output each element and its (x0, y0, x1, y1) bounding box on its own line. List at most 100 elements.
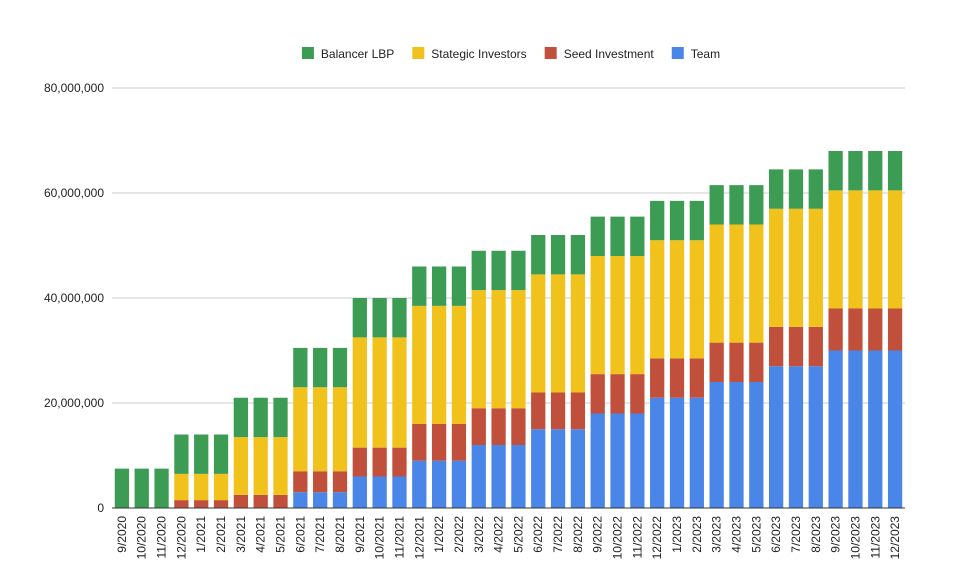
bar-segment-stategic-investors (669, 240, 685, 359)
bar-segment-team (313, 492, 328, 508)
bar-segment-balancer-lbp (630, 216, 645, 256)
bar-segment-balancer-lbp (253, 397, 268, 438)
bar-segment-stategic-investors (630, 256, 645, 375)
bar-segment-stategic-investors (451, 305, 467, 424)
x-tick-label: 8/2023 (809, 516, 823, 553)
bar-segment-balancer-lbp (352, 298, 367, 338)
bar-segment-seed-investment (511, 408, 526, 445)
legend-label: Balancer LBP (321, 47, 394, 61)
bar-segment-seed-investment (828, 308, 843, 351)
x-tick-label: 4/2021 (254, 516, 268, 553)
bar-segment-seed-investment (451, 424, 467, 461)
bar-segment-stategic-investors (729, 224, 744, 343)
bar-segment-stategic-investors (313, 387, 328, 472)
bar-segment-seed-investment (253, 494, 268, 508)
bar-segment-team (610, 413, 625, 508)
bar-segment-team (769, 366, 784, 508)
bar-segment-balancer-lbp (372, 298, 387, 338)
bar-segment-team (352, 476, 367, 508)
bar-segment-seed-investment (570, 392, 586, 430)
x-tick-label: 1/2023 (670, 516, 684, 553)
bar-segment-stategic-investors (412, 305, 427, 424)
bar-segment-stategic-investors (590, 256, 605, 375)
bar-segment-seed-investment (808, 326, 823, 367)
bar-segment-balancer-lbp (669, 200, 685, 241)
x-tick-label: 11/2020 (155, 516, 169, 559)
bar-segment-balancer-lbp (194, 434, 209, 474)
bar-segment-balancer-lbp (531, 235, 546, 275)
x-tick-label: 1/2021 (194, 516, 208, 553)
bar-segment-seed-investment (412, 424, 427, 461)
x-tick-label: 2/2022 (452, 516, 466, 553)
bar-segment-stategic-investors (213, 473, 229, 501)
legend: Balancer LBP Stategic Investors Seed Inves… (301, 47, 720, 61)
x-tick-label: 11/2023 (868, 516, 882, 559)
bar-segment-seed-investment (788, 326, 804, 367)
bar-segment-team (689, 397, 704, 508)
bar-segment-seed-investment (332, 471, 348, 493)
bar-segment-balancer-lbp (471, 250, 486, 291)
y-tick-label: 20,000,000 (44, 396, 104, 410)
bar-segment-balancer-lbp (769, 169, 784, 209)
x-tick-label: 7/2022 (551, 516, 565, 553)
bar-segment-seed-investment (531, 392, 546, 430)
bar-segment-seed-investment (471, 408, 486, 445)
x-tick-label: 5/2021 (274, 516, 288, 553)
bar-segment-stategic-investors (828, 190, 843, 309)
bar-segment-stategic-investors (531, 274, 546, 393)
bar-segment-balancer-lbp (431, 266, 447, 306)
bar-segment-balancer-lbp (412, 266, 427, 306)
bar-segment-balancer-lbp (868, 151, 883, 191)
bar-segment-team (511, 445, 526, 508)
bar-segment-stategic-investors (233, 437, 248, 495)
legend-swatch (671, 47, 684, 59)
bars (114, 151, 903, 508)
bar-segment-balancer-lbp (590, 216, 605, 256)
bar-segment-seed-investment (689, 358, 704, 398)
bar-segment-balancer-lbp (114, 468, 130, 508)
x-tick-label: 5/2022 (511, 516, 525, 553)
bar-segment-team (392, 476, 407, 508)
x-tick-label: 11/2022 (630, 516, 644, 559)
bar-segment-stategic-investors (253, 437, 268, 495)
bar-segment-stategic-investors (352, 337, 367, 448)
gridlines (112, 87, 905, 404)
bar-segment-team (412, 460, 427, 508)
bar-segment-balancer-lbp (848, 151, 863, 191)
bar-segment-seed-investment (729, 342, 744, 382)
bar-segment-stategic-investors (293, 387, 308, 472)
bar-segment-seed-investment (194, 500, 209, 508)
bar-segment-stategic-investors (471, 290, 486, 409)
bar-segment-stategic-investors (709, 224, 724, 343)
y-tick-label: 40,000,000 (44, 291, 104, 305)
bar-segment-balancer-lbp (134, 468, 149, 508)
bar-segment-seed-investment (868, 308, 883, 351)
bar-segment-stategic-investors (848, 190, 863, 309)
bar-segment-balancer-lbp (808, 169, 823, 209)
bar-segment-balancer-lbp (313, 347, 328, 388)
bar-segment-stategic-investors (769, 208, 784, 327)
bar-segment-balancer-lbp (233, 397, 248, 438)
legend-label: Stategic Investors (431, 47, 526, 61)
x-tick-label: 7/2021 (313, 516, 327, 553)
bar-segment-balancer-lbp (293, 347, 308, 388)
legend-swatch (301, 47, 314, 59)
bar-segment-balancer-lbp (828, 151, 843, 191)
x-tick-label: 2/2023 (690, 516, 704, 553)
bar-segment-seed-investment (590, 374, 605, 414)
bar-segment-balancer-lbp (392, 298, 407, 338)
bar-segment-seed-investment (392, 447, 407, 477)
bar-segment-balancer-lbp (570, 235, 586, 275)
x-tick-label: 3/2021 (234, 516, 248, 553)
bar-segment-stategic-investors (273, 437, 288, 495)
x-tick-label: 2/2021 (214, 516, 228, 553)
bar-segment-team (491, 445, 506, 508)
bar-segment-seed-investment (669, 358, 685, 398)
bar-segment-stategic-investors (887, 190, 903, 309)
bar-segment-stategic-investors (372, 337, 387, 448)
legend-label: Team (691, 47, 720, 61)
bar-segment-seed-investment (491, 408, 506, 445)
x-tick-label: 9/2020 (115, 516, 129, 553)
bar-segment-balancer-lbp (154, 468, 169, 508)
x-tick-label: 8/2021 (333, 516, 347, 553)
